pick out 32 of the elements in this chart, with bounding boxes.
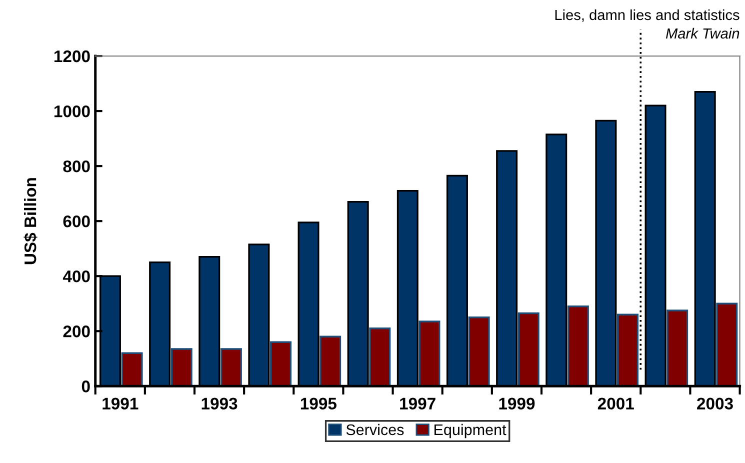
bar (617, 314, 639, 386)
x-tick-label: 1993 (202, 398, 238, 410)
bar (518, 312, 540, 386)
x-tick-label: 1997 (400, 398, 436, 410)
bar (716, 302, 738, 386)
y-axis-title: US$ Billion (24, 178, 38, 264)
x-tick-label: 2001 (598, 398, 634, 410)
legend-label: Equipment (434, 424, 506, 438)
y-tick-label: 1000 (54, 105, 90, 118)
bar (666, 310, 688, 386)
bar (220, 348, 242, 386)
x-tick-label: 1991 (102, 398, 138, 410)
bar (567, 306, 589, 386)
legend-label: Services (346, 424, 404, 436)
y-tick-label: 200 (63, 326, 90, 338)
x-tick-label: 1995 (300, 398, 337, 410)
y-tick-label: 1200 (54, 50, 90, 62)
y-tick-label: 800 (63, 160, 90, 172)
y-tick-label: 600 (63, 215, 90, 228)
bar (369, 328, 391, 386)
x-tick-label: 1999 (499, 398, 535, 410)
bar (121, 352, 143, 386)
text: Lies, damn lies and statistics (555, 9, 740, 22)
bar (468, 316, 490, 386)
y-tick-label: 0 (82, 380, 90, 392)
y-tick-label: 400 (62, 270, 90, 282)
x-tick-label: 2003 (697, 398, 733, 410)
bar (270, 341, 292, 386)
bar (320, 336, 342, 386)
bar (170, 348, 192, 386)
bar (418, 320, 440, 386)
text: Mark Twain (666, 28, 740, 39)
